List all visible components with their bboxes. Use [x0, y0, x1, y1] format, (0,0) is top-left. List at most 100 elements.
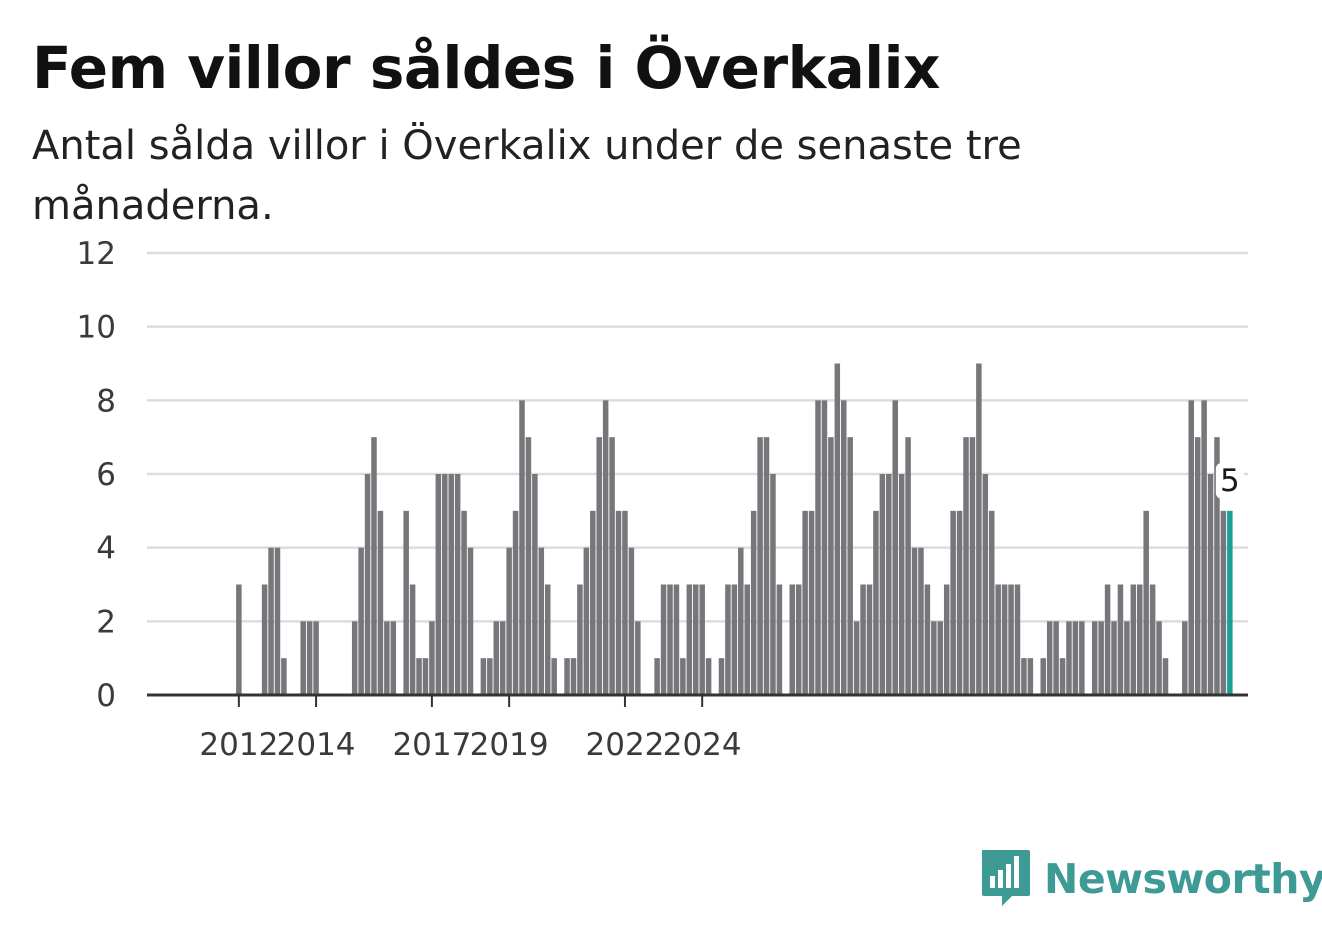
bar [1079, 621, 1085, 695]
bar [551, 658, 557, 695]
bar [1137, 584, 1143, 695]
bar [841, 400, 847, 695]
grid-lines [147, 251, 1248, 623]
bar [982, 474, 989, 695]
bar [358, 547, 364, 695]
bar [879, 474, 886, 695]
bar [821, 400, 828, 695]
bar [886, 474, 892, 695]
bar [570, 658, 577, 695]
bar [538, 547, 545, 695]
bar [1162, 658, 1169, 695]
page-title: Fem villor såldes i Överkalix [32, 34, 940, 102]
bar [1059, 658, 1066, 695]
bar [943, 584, 950, 695]
bar [442, 474, 448, 695]
bar [1117, 584, 1124, 695]
bar [351, 621, 358, 695]
y-tick-label: 8 [96, 383, 116, 419]
bar [847, 437, 853, 695]
bar [602, 400, 609, 695]
bar [815, 400, 821, 695]
bar [680, 658, 686, 695]
bar [776, 584, 783, 695]
bar [1156, 621, 1162, 695]
bar [274, 547, 281, 695]
bar [660, 584, 667, 695]
bar [673, 584, 680, 695]
bar [1046, 621, 1053, 695]
y-tick-label: 10 [77, 310, 116, 346]
bar [1227, 510, 1233, 695]
bar [1040, 658, 1046, 695]
bar [1130, 584, 1137, 695]
bar [1188, 400, 1194, 695]
bar [635, 621, 641, 695]
bar [1072, 621, 1079, 695]
bar [770, 474, 776, 695]
bar [963, 437, 969, 695]
x-tick-label: 2014 [277, 727, 356, 763]
bar [866, 584, 873, 695]
bar [1104, 584, 1111, 695]
bars [236, 363, 1233, 695]
bar [686, 584, 693, 695]
bar [763, 437, 770, 695]
bar [1207, 474, 1214, 695]
data-label-background [1215, 462, 1244, 499]
bar [596, 437, 602, 695]
newsworthy-bar-chart-logo-icon [982, 850, 1030, 906]
bar [609, 437, 615, 695]
bar [802, 510, 808, 695]
bar [1053, 621, 1059, 695]
bar [860, 584, 866, 695]
bar [1066, 621, 1072, 695]
bar [281, 658, 287, 695]
bar [1149, 584, 1156, 695]
bar [731, 584, 738, 695]
bar [1194, 437, 1201, 695]
bar [461, 510, 467, 695]
y-tick-label: 4 [96, 531, 116, 567]
bar [1220, 510, 1227, 695]
y-tick-label: 2 [96, 604, 116, 640]
bar [429, 621, 435, 695]
x-tick-label: 2019 [470, 727, 549, 763]
bar [892, 400, 898, 695]
y-tick-label: 0 [96, 678, 116, 714]
newsworthy-logo: Newsworthy [978, 846, 1322, 912]
bar [995, 584, 1001, 695]
bar [789, 584, 796, 695]
bar [924, 584, 931, 695]
bar [911, 547, 918, 695]
bar [364, 474, 371, 695]
bar [544, 584, 551, 695]
bar [853, 621, 860, 695]
bar [931, 621, 937, 695]
bar [590, 510, 596, 695]
bar [499, 621, 506, 695]
bar [1001, 584, 1008, 695]
x-tick-label: 2017 [392, 727, 471, 763]
bar [506, 547, 512, 695]
bar [654, 658, 660, 695]
bar [667, 584, 673, 695]
x-tick-label: 2022 [586, 727, 665, 763]
bar [1124, 621, 1130, 695]
bar [448, 474, 454, 695]
bar [519, 400, 525, 695]
bar [937, 621, 944, 695]
bar [493, 621, 500, 695]
bar [261, 584, 268, 695]
bar [1021, 658, 1027, 695]
bar [583, 547, 590, 695]
bar [512, 510, 519, 695]
bar [564, 658, 570, 695]
bar [1091, 621, 1098, 695]
bar [969, 437, 976, 695]
bar [622, 510, 628, 695]
y-axis: 0 2 4 6 8 10 12 [77, 236, 116, 714]
bar [950, 510, 956, 695]
